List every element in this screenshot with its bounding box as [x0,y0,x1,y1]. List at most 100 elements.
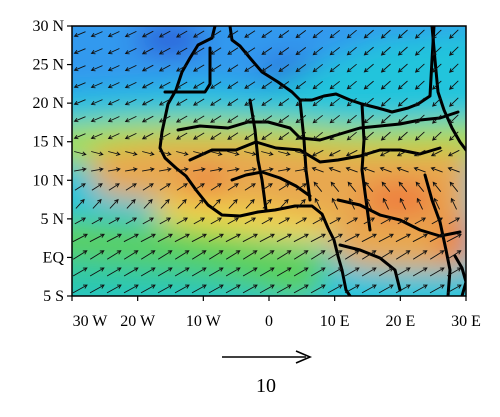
wind-arrow [312,114,323,124]
wind-arrow [378,284,394,294]
wind-vectors [72,29,462,294]
wind-arrow [90,31,103,38]
wind-arrow [74,183,86,191]
wind-arrow [429,233,445,243]
wind-arrow [89,267,105,277]
wind-arrow [432,29,442,39]
wind-arrow [412,233,428,243]
wind-arrow [259,284,275,294]
wind-arrow [159,167,172,172]
wind-arrow [107,82,120,89]
wind-arrow [395,284,411,294]
wind-arrow [141,81,154,89]
wind-arrow [244,47,256,55]
wind-arrow [380,97,391,107]
wind-arrow [261,183,273,191]
wind-arrow [208,250,224,260]
wind-arrow [191,267,207,277]
wind-arrow [346,63,357,73]
wind-arrow [261,167,274,172]
lon-tick-label: 20 W [120,313,156,330]
wind-arrow [210,30,222,38]
wind-arrow [174,233,190,243]
wind-arrow [381,181,391,192]
wind-arrow [157,250,173,260]
wind-arrow [192,98,205,106]
wind-arrow [227,30,239,38]
wind-arrow [295,64,307,73]
wind-arrow [159,183,171,191]
wind-arrow [363,63,374,73]
wind-arrow [397,80,408,90]
wind-arrow [73,48,86,55]
wind-arrow [329,114,340,124]
wind-arrow [432,181,442,192]
wind-arrow [174,267,190,277]
wind-arrow [312,217,325,225]
lat-tick-label: 15 N [32,134,64,151]
wind-arrow [261,30,273,38]
wind-arrow [446,267,462,277]
wind-arrow [227,115,239,123]
wind-arrow [73,65,86,72]
wind-arrow [175,115,188,123]
wind-arrow [413,149,426,157]
wind-arrow [90,65,103,72]
lat-tick-label: EQ [43,249,65,266]
wind-arrow [396,166,409,173]
wind-arrow [262,198,272,209]
wind-arrow [175,47,188,55]
wind-arrow [90,82,103,89]
wind-arrow [125,217,138,225]
wind-arrow [244,217,257,225]
wind-arrow [276,233,292,243]
wind-arrow [108,151,121,156]
wind-arrow [210,64,222,72]
wind-arrow [108,183,120,191]
wind-arrow [414,131,425,141]
wind-arrow [174,284,190,294]
wind-arrow [242,250,258,260]
wind-arrow [191,284,207,294]
wind-arrow [158,98,171,106]
wind-arrow [261,151,274,156]
wind-arrow [380,29,391,39]
wind-arrow [363,217,376,225]
wind-arrow [310,250,326,260]
wind-arrow [278,115,290,124]
wind-arrow [227,64,239,72]
wind-arrow [74,151,87,156]
wind-arrow [106,284,122,294]
lat-tick-label: 5 N [40,211,64,228]
wind-arrow [331,197,339,210]
wind-arrow [346,80,357,90]
wind-arrow [210,47,222,55]
wind-arrow [363,97,374,107]
wind-arrow [242,233,258,243]
wind-arrow [395,267,411,277]
wind-arrow [312,46,323,56]
wind-arrow [313,181,323,192]
wind-arrow [447,166,460,173]
wind-arrow [174,250,190,260]
wind-arrow [397,97,408,107]
wind-arrow [346,97,357,107]
wind-arrow [227,183,239,191]
wind-arrow [347,181,357,192]
wind-arrow [158,64,171,72]
wind-arrow [89,233,105,243]
wind-arrow [90,116,103,123]
wind-arrow [380,131,391,141]
wind-arrow [346,217,359,225]
wind-arrow [109,198,119,209]
wind-arrow [344,250,360,260]
wind-arrow [278,183,290,191]
wind-arrow [412,284,428,294]
wind-arrow [107,99,120,106]
wind-arrow [124,47,137,55]
wind-arrow [276,250,292,260]
wind-arrow [107,31,120,38]
wind-arrow [397,46,408,56]
wind-arrow [430,149,443,157]
wind-arrow [395,250,411,260]
